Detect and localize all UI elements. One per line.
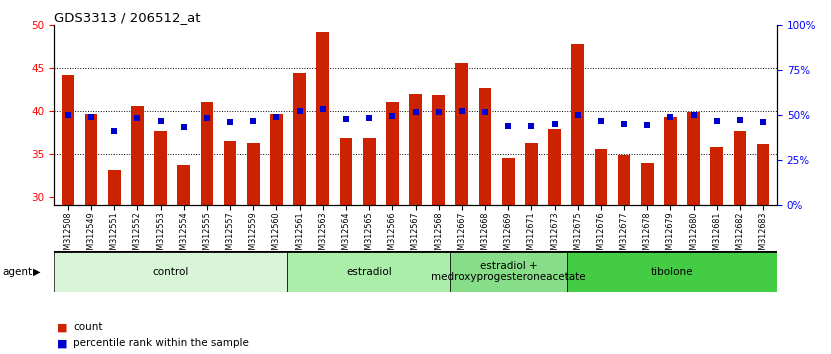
Bar (270, 114, 283, 205)
Bar (432, 95, 445, 205)
Bar (131, 107, 144, 205)
Bar (572, 44, 584, 205)
Bar (757, 144, 770, 205)
Bar (224, 141, 237, 205)
Text: percentile rank within the sample: percentile rank within the sample (73, 338, 249, 348)
Point (316, 106, 329, 112)
Point (177, 124, 190, 130)
Point (339, 116, 352, 122)
Bar (567, 251, 777, 292)
Bar (200, 102, 214, 205)
Bar (711, 147, 723, 205)
Bar (594, 149, 607, 205)
Point (224, 119, 237, 125)
Point (130, 115, 144, 120)
Point (548, 121, 561, 126)
Point (756, 119, 770, 125)
Point (687, 112, 701, 118)
Point (432, 110, 445, 115)
Point (479, 109, 492, 114)
Point (270, 114, 283, 120)
Bar (288, 251, 450, 292)
Text: estradiol: estradiol (346, 267, 391, 277)
Text: count: count (73, 322, 102, 332)
Bar (617, 155, 631, 205)
Bar (247, 143, 259, 205)
Bar (641, 163, 654, 205)
Bar (502, 158, 514, 205)
Point (293, 108, 307, 114)
Point (594, 118, 607, 124)
Point (85, 114, 98, 120)
Bar (293, 73, 306, 205)
Point (710, 118, 723, 124)
Point (107, 128, 121, 133)
Point (200, 115, 214, 120)
Bar (386, 102, 399, 205)
Point (502, 124, 515, 129)
Text: control: control (152, 267, 189, 277)
Bar (479, 87, 491, 205)
Bar (61, 75, 74, 205)
Bar (664, 117, 676, 205)
Bar (409, 93, 422, 205)
Point (61, 112, 75, 118)
Bar (450, 251, 567, 292)
Bar (525, 143, 538, 205)
Bar (85, 114, 97, 205)
Text: ▶: ▶ (33, 267, 41, 277)
Bar (340, 138, 352, 205)
Point (617, 121, 631, 126)
Bar (108, 170, 120, 205)
Bar (317, 32, 329, 205)
Bar (54, 251, 288, 292)
Bar (687, 113, 700, 205)
Bar (177, 165, 190, 205)
Bar (548, 129, 561, 205)
Text: ■: ■ (57, 322, 67, 332)
Point (386, 113, 399, 119)
Bar (734, 131, 746, 205)
Point (664, 114, 677, 120)
Text: GDS3313 / 206512_at: GDS3313 / 206512_at (54, 11, 200, 24)
Point (571, 112, 584, 118)
Point (455, 108, 469, 114)
Point (409, 110, 422, 115)
Point (524, 124, 538, 129)
Bar (455, 63, 468, 205)
Text: ■: ■ (57, 338, 67, 348)
Text: agent: agent (2, 267, 32, 277)
Point (154, 118, 167, 124)
Text: estradiol +
medroxyprogesteroneacetate: estradiol + medroxyprogesteroneacetate (431, 261, 586, 282)
Point (247, 118, 260, 124)
Bar (155, 131, 167, 205)
Point (362, 115, 376, 120)
Bar (363, 138, 376, 205)
Point (641, 122, 654, 128)
Point (733, 118, 746, 123)
Text: tibolone: tibolone (651, 267, 693, 277)
